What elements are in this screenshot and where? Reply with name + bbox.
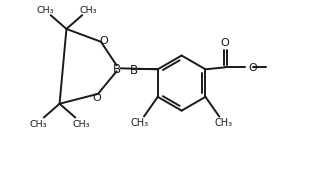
Text: CH₃: CH₃	[29, 120, 47, 129]
Text: B: B	[130, 64, 138, 77]
Text: CH₃: CH₃	[131, 118, 149, 128]
Text: O: O	[93, 93, 101, 103]
Text: CH₃: CH₃	[214, 118, 232, 128]
Text: B: B	[113, 63, 121, 76]
Text: O: O	[100, 36, 108, 46]
Text: CH₃: CH₃	[73, 120, 90, 129]
Text: CH₃: CH₃	[36, 6, 54, 15]
Text: O: O	[221, 38, 230, 48]
Text: O: O	[249, 63, 257, 73]
Text: CH₃: CH₃	[79, 6, 97, 15]
